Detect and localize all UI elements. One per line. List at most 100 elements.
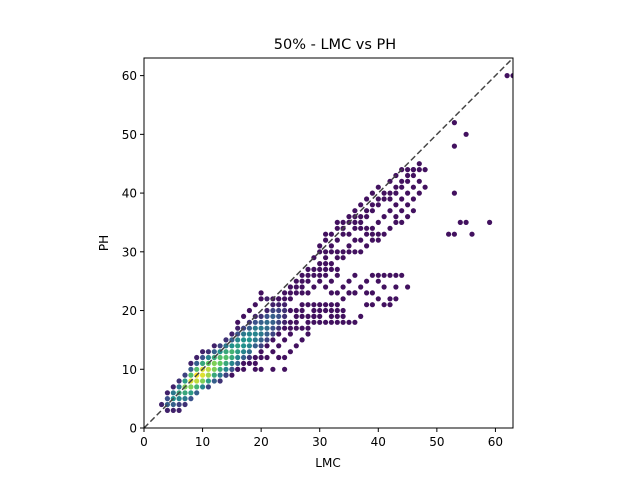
- data-point: [393, 202, 399, 208]
- data-point: [258, 325, 264, 331]
- data-point: [399, 219, 405, 225]
- data-point: [188, 366, 194, 372]
- data-point: [194, 390, 200, 396]
- data-point: [246, 343, 252, 349]
- data-point: [369, 202, 375, 208]
- data-point: [293, 313, 299, 319]
- data-point: [258, 319, 264, 325]
- points-layer: [159, 73, 513, 413]
- data-point: [299, 302, 305, 308]
- data-point: [211, 343, 217, 349]
- data-point: [188, 390, 194, 396]
- data-point: [211, 378, 217, 384]
- data-point: [328, 231, 334, 237]
- data-point: [381, 272, 387, 278]
- data-point: [264, 343, 270, 349]
- data-point: [463, 131, 469, 137]
- data-point: [323, 237, 329, 243]
- data-point: [311, 313, 317, 319]
- data-point: [229, 354, 235, 361]
- data-point: [194, 366, 200, 372]
- data-point: [387, 302, 393, 308]
- x-tick-label: 10: [195, 435, 210, 449]
- data-point: [176, 378, 182, 384]
- data-point: [369, 272, 375, 278]
- data-point: [235, 343, 241, 349]
- data-point: [282, 354, 288, 361]
- data-point: [323, 302, 329, 308]
- data-point: [235, 349, 241, 355]
- data-point: [170, 401, 176, 408]
- data-point: [323, 319, 329, 325]
- data-point: [270, 331, 276, 337]
- data-point: [235, 319, 241, 325]
- data-point: [258, 296, 264, 302]
- data-point: [405, 214, 411, 220]
- data-point: [211, 366, 217, 372]
- data-point: [352, 225, 358, 231]
- data-point: [211, 372, 217, 378]
- identity-reference-line: [144, 58, 513, 428]
- data-point: [211, 360, 217, 366]
- data-point: [270, 325, 276, 331]
- data-point: [358, 284, 364, 290]
- data-point: [405, 190, 411, 196]
- data-point: [252, 354, 258, 361]
- data-point: [235, 337, 241, 343]
- data-point: [311, 266, 317, 272]
- data-point: [182, 401, 188, 408]
- data-point: [399, 178, 405, 184]
- data-point: [346, 249, 352, 255]
- data-point: [416, 161, 422, 167]
- data-point: [282, 302, 288, 308]
- data-point: [229, 372, 235, 378]
- data-point: [217, 366, 223, 372]
- data-point: [393, 214, 399, 220]
- data-point: [223, 360, 229, 366]
- data-point: [258, 337, 264, 343]
- data-point: [504, 73, 510, 79]
- data-point: [399, 272, 405, 278]
- data-point: [276, 354, 282, 361]
- data-point: [293, 307, 299, 314]
- data-point: [364, 290, 370, 296]
- data-point: [246, 349, 252, 355]
- data-point: [334, 237, 340, 243]
- data-point: [311, 284, 317, 290]
- data-point: [311, 272, 317, 278]
- data-point: [369, 190, 375, 196]
- data-point: [293, 290, 299, 296]
- data-point: [340, 231, 346, 237]
- data-point: [217, 372, 223, 378]
- data-point: [369, 302, 375, 308]
- data-point: [246, 325, 252, 331]
- data-point: [334, 290, 340, 296]
- data-point: [229, 343, 235, 349]
- data-point: [176, 384, 182, 390]
- data-point: [200, 384, 206, 390]
- data-point: [235, 360, 241, 366]
- x-axis: 0 10 20 30 40 50 60: [140, 428, 503, 449]
- data-point: [164, 390, 170, 396]
- data-point: [305, 331, 311, 337]
- data-point: [334, 255, 340, 261]
- data-point: [422, 184, 428, 190]
- data-point: [410, 196, 416, 202]
- data-point: [293, 284, 299, 290]
- data-point: [405, 284, 411, 290]
- data-point: [188, 384, 194, 390]
- data-point: [364, 278, 370, 284]
- data-point: [270, 349, 276, 355]
- data-point: [340, 307, 346, 314]
- data-point: [282, 366, 288, 372]
- data-point: [287, 290, 293, 296]
- data-point: [311, 302, 317, 308]
- data-point: [287, 325, 293, 331]
- data-point: [252, 331, 258, 337]
- data-point: [340, 313, 346, 319]
- data-point: [188, 396, 194, 402]
- data-point: [375, 272, 381, 278]
- data-point: [258, 349, 264, 355]
- data-point: [334, 319, 340, 325]
